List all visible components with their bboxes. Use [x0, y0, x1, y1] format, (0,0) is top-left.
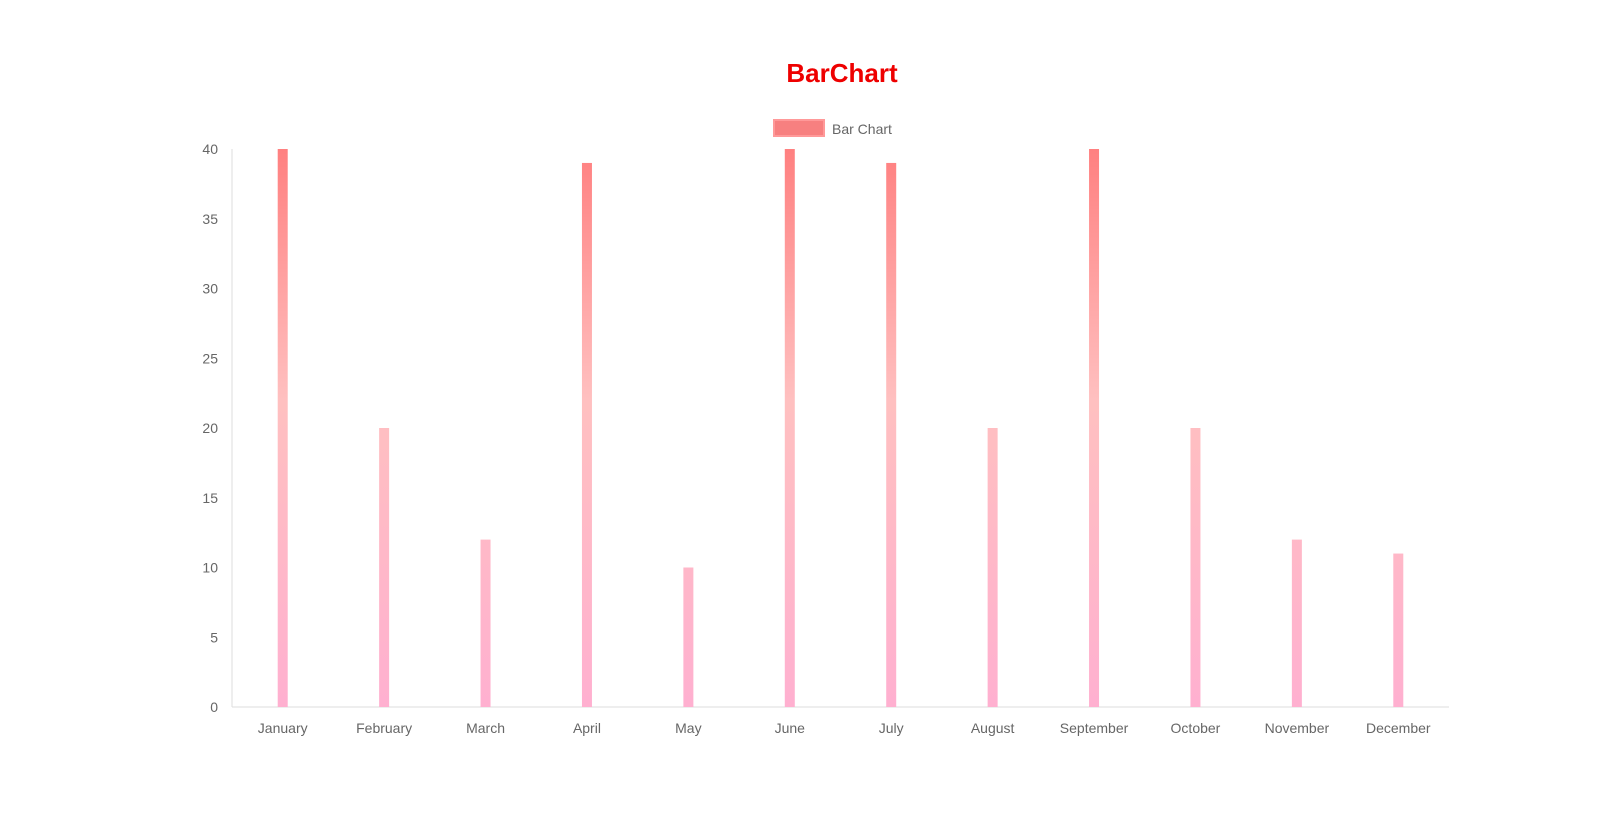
- bar-january[interactable]: [277, 149, 288, 707]
- y-tick-label: 25: [202, 350, 218, 366]
- y-tick-label: 40: [202, 141, 218, 157]
- x-tick-label: December: [1366, 720, 1431, 736]
- bar-august[interactable]: [987, 428, 998, 707]
- y-tick-label: 35: [202, 211, 218, 227]
- x-tick-label: July: [879, 720, 904, 736]
- legend-swatch: [773, 119, 825, 137]
- x-tick-label: September: [1060, 720, 1129, 736]
- x-tick-label: May: [675, 720, 701, 736]
- y-tick-label: 0: [210, 699, 218, 715]
- legend-label: Bar Chart: [832, 121, 892, 137]
- y-tick-label: 5: [210, 629, 218, 645]
- y-tick-label: 15: [202, 490, 218, 506]
- x-tick-label: March: [466, 720, 505, 736]
- bar-february[interactable]: [379, 428, 390, 707]
- y-tick-label: 30: [202, 281, 218, 297]
- x-tick-label: November: [1265, 720, 1330, 736]
- bar-may[interactable]: [683, 567, 694, 708]
- bar-september[interactable]: [1089, 149, 1100, 707]
- x-tick-label: January: [258, 720, 308, 736]
- bar-march[interactable]: [480, 539, 491, 707]
- x-tick-label: October: [1171, 720, 1221, 736]
- y-tick-label: 20: [202, 420, 218, 436]
- bar-series: [277, 149, 1404, 708]
- x-tick-label: February: [356, 720, 412, 736]
- bar-october[interactable]: [1190, 428, 1201, 707]
- x-tick-label: April: [573, 720, 601, 736]
- bar-december[interactable]: [1393, 553, 1404, 707]
- bar-november[interactable]: [1291, 539, 1302, 707]
- x-axis: January February March April May June July Augu…: [232, 706, 1449, 736]
- bar-june[interactable]: [784, 149, 795, 707]
- y-tick-label: 10: [202, 560, 218, 576]
- chart-legend[interactable]: Bar Chart: [773, 119, 892, 137]
- chart-title: BarChart: [786, 58, 898, 88]
- x-tick-label: June: [775, 720, 806, 736]
- bar-july[interactable]: [886, 162, 897, 707]
- y-axis: 0 5 10 15 20 25 30 35 40: [202, 141, 233, 715]
- bar-april[interactable]: [581, 162, 592, 707]
- x-tick-label: August: [971, 720, 1015, 736]
